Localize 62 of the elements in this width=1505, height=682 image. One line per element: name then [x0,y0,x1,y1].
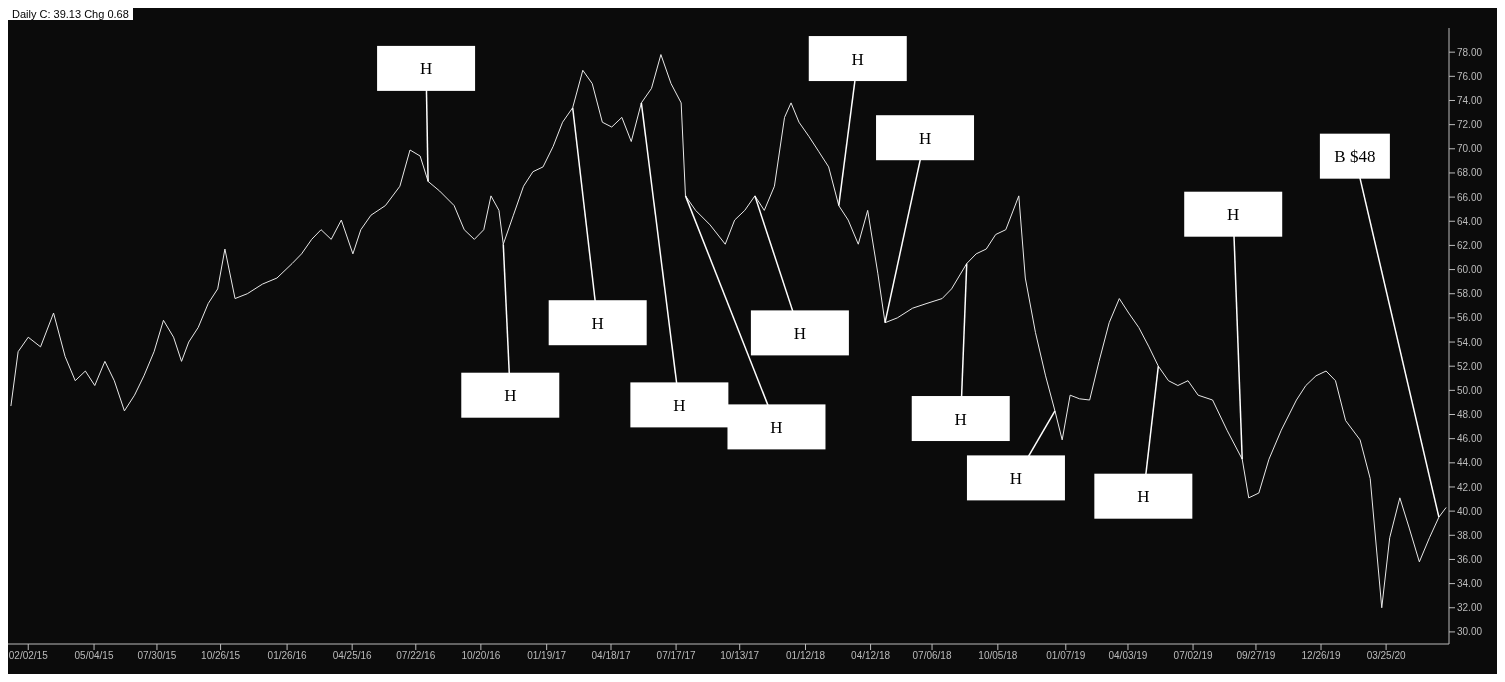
x-tick-label: 10/13/17 [720,650,760,662]
x-tick-label: 01/07/19 [1046,650,1086,662]
y-tick-label: 78.00 [1457,46,1483,58]
y-tick-label: 44.00 [1457,457,1483,469]
x-tick-label: 07/06/18 [912,650,952,662]
y-tick-label: 40.00 [1457,505,1483,517]
y-tick-label: 66.00 [1457,191,1483,203]
y-tick-label: 76.00 [1457,70,1483,82]
annotation: H [954,409,967,429]
y-tick-label: 52.00 [1457,360,1483,372]
y-tick-label: 54.00 [1457,336,1483,348]
x-tick-label: 12/26/19 [1301,650,1341,662]
x-tick-label: 04/25/16 [332,650,373,662]
annotation: H [1227,205,1240,225]
annotation: H [591,313,604,333]
x-tick-label: 01/19/17 [527,650,567,662]
y-tick-label: 56.00 [1457,312,1483,324]
y-tick-label: 50.00 [1457,384,1483,396]
y-tick-label: 46.00 [1457,433,1483,445]
y-tick-label: 70.00 [1457,143,1483,155]
x-tick-label: 02/02/15 [8,650,49,662]
y-tick-label: 62.00 [1457,239,1483,251]
x-tick-label: 07/30/15 [137,650,177,662]
x-tick-label: 01/12/18 [786,650,826,662]
x-tick-label: 10/26/15 [201,650,241,662]
y-tick-label: 60.00 [1457,264,1483,276]
chart-title: Daily C: 39.13 Chg 0.68 [8,8,133,20]
annotation: H [673,395,686,415]
y-tick-label: 64.00 [1457,215,1483,227]
x-tick-label: 10/05/18 [978,650,1018,662]
x-tick-label: 03/25/20 [1366,650,1406,662]
annotation: H [851,49,864,69]
x-tick-label: 07/22/16 [396,650,436,662]
line-series [10,54,1447,609]
y-tick-label: 34.00 [1457,578,1483,590]
annotation: H [504,386,517,406]
annotation: H [1137,487,1150,507]
annotation: H [770,417,783,437]
y-tick-label: 30.00 [1457,626,1483,638]
y-tick-label: 42.00 [1457,481,1483,493]
y-tick-label: 48.00 [1457,409,1483,421]
y-tick-label: 58.00 [1457,288,1483,300]
x-tick-label: 10/20/16 [461,650,501,662]
x-tick-label: 09/27/19 [1236,650,1276,662]
y-tick-label: 32.00 [1457,602,1483,614]
annotation: H [1009,468,1023,488]
y-tick-label: 68.00 [1457,167,1483,179]
x-tick-label: 04/18/17 [591,650,631,662]
y-tick-label: 38.00 [1457,529,1483,541]
annotation: B $48 [1334,147,1376,167]
x-tick-label: 01/26/16 [267,650,307,662]
x-tick-label: 05/04/15 [74,650,114,662]
x-tick-label: 04/03/19 [1108,650,1148,662]
x-tick-label: 07/02/19 [1173,650,1213,662]
y-tick-label: 36.00 [1457,554,1483,565]
y-tick-label: 72.00 [1457,119,1483,131]
annotation: H [918,128,932,148]
y-tick-label: 74.00 [1457,95,1483,107]
x-tick-label: 04/12/18 [851,650,891,662]
annotation: H [419,59,433,79]
x-tick-label: 07/17/17 [656,650,696,662]
annotation: H [793,323,807,343]
